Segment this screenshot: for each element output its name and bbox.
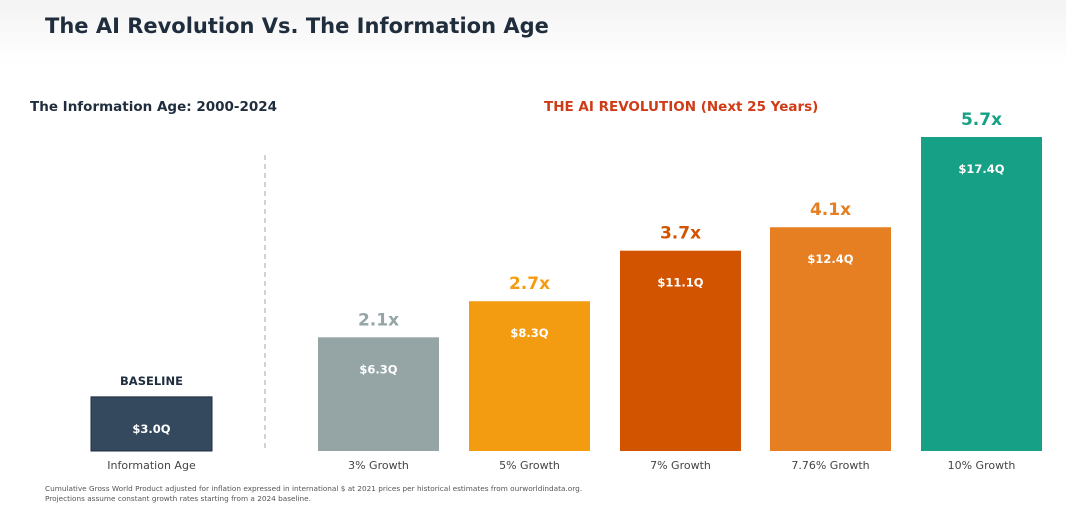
bar-chart: $3.0Q BASELINE Information Age $6.3Q 2.1x 3% … (90, 110, 1042, 472)
page-title: The AI Revolution Vs. The Information Ag… (45, 14, 549, 38)
multiplier-label: 3.7x (660, 224, 701, 244)
bar-value-label: $8.3Q (510, 326, 548, 340)
section-title-ai-revolution: THE AI REVOLUTION (Next 25 Years) (544, 99, 819, 115)
multiplier-label: 2.7x (509, 274, 550, 294)
bar-value-label: $11.1Q (657, 276, 703, 290)
footnote-line-source: Cumulative Gross World Product adjusted … (45, 484, 583, 493)
bar-value-label: $12.4Q (807, 252, 853, 266)
multiplier-label: 5.7x (961, 110, 1002, 130)
footnote: Cumulative Gross World Product adjusted … (45, 484, 582, 503)
category-label: 7% Growth (650, 459, 711, 472)
footnote-line-projection: Projections assume constant growth rates… (45, 493, 311, 503)
bar-3-growth (318, 337, 439, 451)
bar-7-growth (620, 250, 741, 451)
category-label: 10% Growth (948, 459, 1016, 472)
category-label: 5% Growth (499, 459, 560, 472)
category-label: 3% Growth (348, 459, 409, 472)
multiplier-label: 2.1x (358, 310, 399, 330)
bar-value-label: $3.0Q (132, 422, 170, 436)
section-title-information-age: The Information Age: 2000-2024 (30, 99, 278, 115)
bar-7-76-growth (770, 227, 891, 451)
bar-10-growth (921, 137, 1042, 451)
multiplier-label: 4.1x (810, 200, 851, 220)
bar-value-label: $6.3Q (359, 362, 397, 376)
bar-value-label: $17.4Q (958, 162, 1004, 176)
bar-5-growth (469, 301, 590, 451)
baseline-label: BASELINE (120, 374, 183, 388)
header-background (0, 0, 1066, 64)
bar-information-age (90, 396, 213, 452)
category-label: 7.76% Growth (791, 459, 869, 472)
category-label: Information Age (107, 459, 196, 472)
